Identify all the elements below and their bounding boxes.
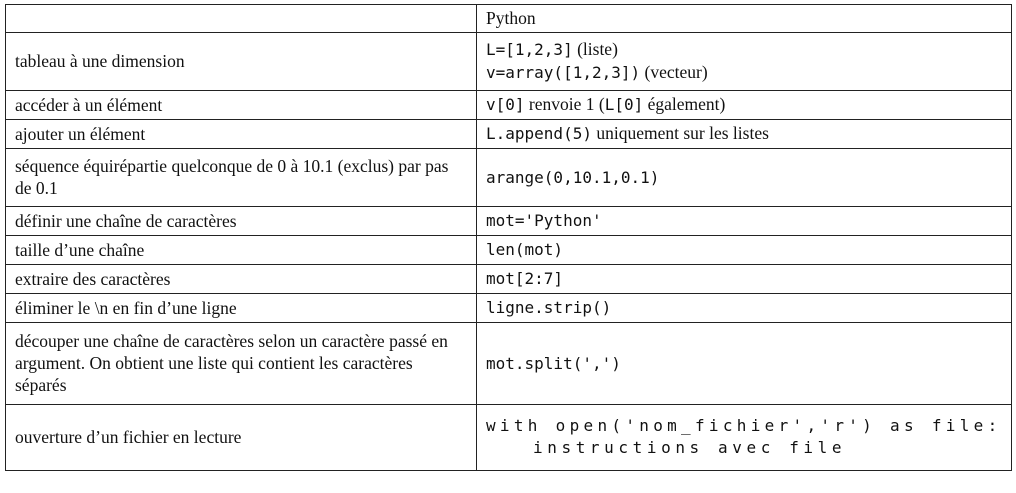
inline-code: v[0] bbox=[486, 95, 525, 114]
row-description: tableau à une dimension bbox=[5, 32, 477, 91]
row-python: mot[2:7] bbox=[476, 264, 1012, 294]
table-row: accéder à un élément v[0] renvoie 1 (L[0… bbox=[5, 90, 1012, 120]
row-python: L.append(5) uniquement sur les listes bbox=[476, 119, 1012, 149]
row-description: ouverture d’un fichier en lecture bbox=[5, 404, 477, 471]
inline-code: v=array([1,2,3]) bbox=[486, 63, 641, 82]
inline-text: uniquement sur les listes bbox=[591, 123, 769, 143]
inline-code: L=[1,2,3] bbox=[486, 40, 573, 59]
row-description: éliminer le \n en fin d’une ligne bbox=[5, 293, 477, 323]
header-cell-python: Python bbox=[476, 4, 1012, 33]
row-description: extraire des caractères bbox=[5, 264, 477, 294]
row-description: taille d’une chaîne bbox=[5, 235, 477, 265]
row-python: len(mot) bbox=[476, 235, 1012, 265]
row-description: découper une chaîne de caractères selon … bbox=[5, 322, 477, 405]
code-line: L=[1,2,3] (liste) bbox=[486, 38, 1003, 61]
header-row: Python bbox=[5, 4, 1012, 33]
inline-text: (liste) bbox=[572, 39, 618, 59]
code-line: v=array([1,2,3]) (vecteur) bbox=[486, 61, 1003, 84]
table-row: extraire des caractères mot[2:7] bbox=[5, 264, 1012, 294]
row-description: définir une chaîne de caractères bbox=[5, 206, 477, 236]
inline-code: mot[2:7] bbox=[486, 269, 564, 288]
table-row: ouverture d’un fichier en lecture with o… bbox=[5, 404, 1012, 471]
inline-code: L[0] bbox=[604, 95, 644, 114]
table-row: ajouter un élément L.append(5) uniquemen… bbox=[5, 119, 1012, 149]
table-row: tableau à une dimension L=[1,2,3] (liste… bbox=[5, 32, 1012, 91]
inline-text: également) bbox=[643, 94, 726, 114]
header-cell-description bbox=[5, 4, 477, 33]
table-row: taille d’une chaîne len(mot) bbox=[5, 235, 1012, 265]
inline-code: mot='Python' bbox=[486, 211, 602, 230]
inline-code: len(mot) bbox=[486, 240, 564, 259]
row-python: arange(0,10.1,0.1) bbox=[476, 148, 1012, 207]
row-python: L=[1,2,3] (liste) v=array([1,2,3]) (vect… bbox=[476, 32, 1012, 91]
row-python: mot.split(',') bbox=[476, 322, 1012, 405]
code-block-line: with open('nom_fichier','r') as file: bbox=[486, 416, 1002, 435]
inline-text: renvoie 1 ( bbox=[524, 94, 605, 114]
table-row: définir une chaîne de caractères mot='Py… bbox=[5, 206, 1012, 236]
row-python: v[0] renvoie 1 (L[0] également) bbox=[476, 90, 1012, 120]
code-block-line: instructions avec file bbox=[533, 438, 847, 457]
row-python: ligne.strip() bbox=[476, 293, 1012, 323]
inline-code: ligne.strip() bbox=[486, 298, 612, 317]
python-reference-table: Python tableau à une dimension L=[1,2,3]… bbox=[5, 4, 1012, 471]
table-row: éliminer le \n en fin d’une ligne ligne.… bbox=[5, 293, 1012, 323]
inline-code: arange(0,10.1,0.1) bbox=[486, 167, 660, 187]
inline-text: (vecteur) bbox=[640, 62, 708, 82]
row-python: mot='Python' bbox=[476, 206, 1012, 236]
table-row: séquence équirépartie quelconque de 0 à … bbox=[5, 148, 1012, 207]
inline-code: L.append(5) bbox=[486, 124, 592, 143]
table-row: découper une chaîne de caractères selon … bbox=[5, 322, 1012, 405]
row-python: with open('nom_fichier','r') as file: in… bbox=[476, 404, 1012, 471]
row-description: séquence équirépartie quelconque de 0 à … bbox=[5, 148, 477, 207]
inline-code: mot.split(',') bbox=[486, 353, 621, 373]
row-description: ajouter un élément bbox=[5, 119, 477, 149]
row-description: accéder à un élément bbox=[5, 90, 477, 120]
